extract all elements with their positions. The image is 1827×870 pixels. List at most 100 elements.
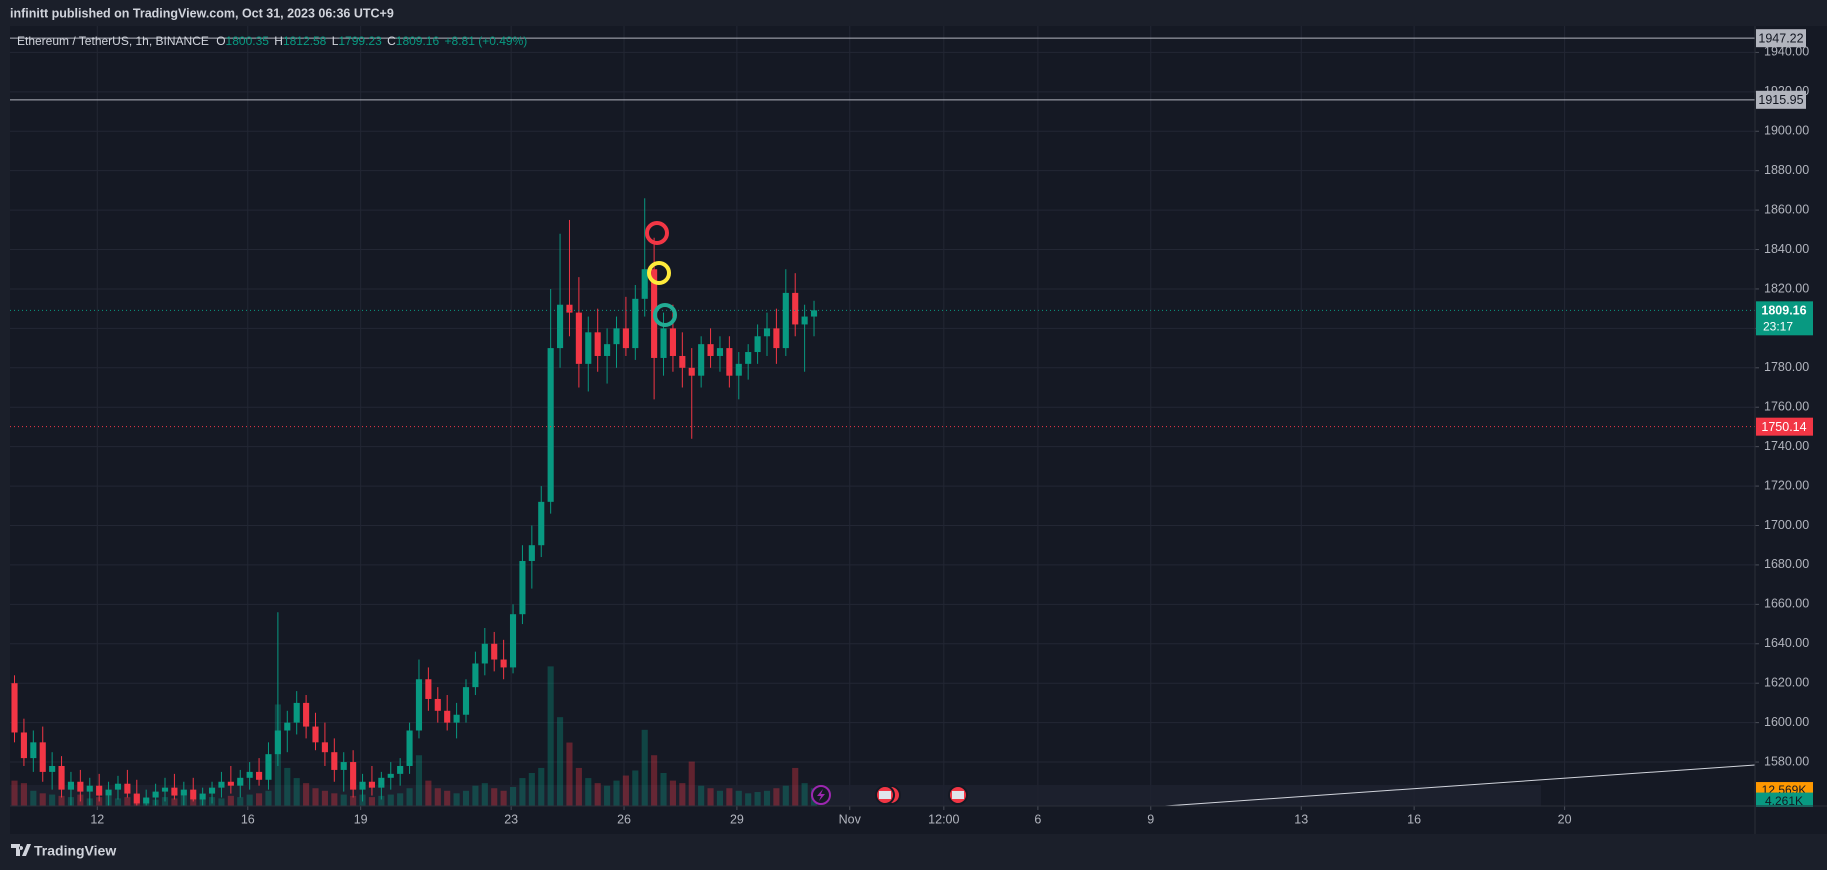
x-tick-label: 16: [241, 812, 255, 826]
y-tick-label: 1880.00: [1764, 163, 1809, 177]
candle-body: [378, 777, 385, 788]
x-tick-label: 29: [730, 812, 744, 826]
legend-label: L: [332, 34, 339, 48]
volume-bar: [575, 767, 582, 806]
volume-bar: [406, 788, 413, 806]
volume-bar: [641, 729, 648, 806]
candle-body: [161, 787, 169, 792]
x-tick-label: 26: [617, 812, 631, 826]
volume-bar: [39, 793, 46, 806]
volume-bar: [509, 786, 517, 806]
y-tick-label: 1860.00: [1764, 202, 1809, 216]
volume-bar: [227, 795, 234, 806]
volume-bar: [726, 788, 733, 806]
candle-body: [472, 663, 479, 688]
volume-bar: [30, 790, 37, 806]
volume-bar: [566, 742, 573, 806]
footer-brand[interactable]: TradingView: [34, 843, 116, 859]
marker-yellow[interactable]: [647, 261, 671, 285]
candle-body: [303, 702, 310, 727]
price-label: 1947.22: [1758, 31, 1803, 45]
volume-bar: [331, 793, 338, 806]
candle-body: [199, 793, 206, 800]
volume-bar: [500, 790, 507, 806]
candle-body: [782, 292, 789, 349]
candle-body: [679, 355, 686, 368]
volume-bar: [387, 794, 394, 806]
legend-value: 1812.58: [283, 34, 327, 48]
candle-body: [632, 298, 639, 349]
volume-bar: [707, 788, 714, 806]
legend-value: 1799.23: [338, 34, 382, 48]
candle-body: [745, 352, 752, 364]
candle-body: [218, 781, 225, 788]
marker-green[interactable]: [653, 303, 677, 327]
candle-body: [227, 781, 234, 786]
volume-bar: [378, 795, 385, 806]
candle-body: [481, 643, 488, 664]
candle-body: [105, 789, 112, 796]
volume-label: 4.261K: [1765, 794, 1803, 808]
candle-body: [340, 762, 347, 770]
candle-body: [716, 348, 724, 356]
price-label: 1915.95: [1758, 93, 1803, 107]
candle-body: [180, 789, 187, 796]
volume-bar: [688, 761, 695, 806]
candle-body: [30, 742, 37, 759]
candle-body: [491, 643, 498, 660]
y-tick-label: 1640.00: [1764, 636, 1809, 650]
volume-bar: [425, 780, 432, 806]
marker-red[interactable]: [645, 221, 669, 245]
candle-body: [500, 659, 507, 668]
event-flag: [879, 791, 891, 799]
candle-body: [114, 783, 122, 790]
candle-body: [387, 773, 394, 778]
price-label-bg: [1756, 29, 1806, 48]
volume-bar: [171, 798, 178, 806]
candle-body: [528, 545, 535, 561]
candle-body: [406, 730, 413, 766]
volume-bar: [11, 780, 18, 806]
candle-body: [274, 730, 281, 755]
candle-body: [265, 754, 272, 780]
volume-bar: [472, 785, 479, 806]
candle-body: [810, 310, 818, 317]
volume-panel: [10, 785, 1541, 806]
volume-bar: [340, 794, 347, 806]
candle-body: [133, 793, 140, 804]
candle-body: [86, 785, 93, 792]
candle-body: [763, 328, 771, 337]
volume-bar: [462, 790, 470, 806]
volume-bar: [303, 783, 310, 806]
volume-bar: [801, 783, 808, 806]
trend-line[interactable]: [1164, 764, 1756, 807]
y-tick-label: 1660.00: [1764, 597, 1809, 611]
volume-bar: [190, 799, 197, 806]
candle-body: [246, 771, 253, 778]
last-price-bg: [1756, 301, 1813, 336]
volume-bar: [679, 783, 686, 806]
candle-body: [444, 710, 451, 723]
volume-bar: [237, 797, 244, 806]
y-tick-label: 1840.00: [1764, 242, 1809, 256]
candle-body: [557, 304, 564, 349]
volume-bar: [96, 797, 103, 806]
legend-label: H: [274, 34, 283, 48]
volume-bar: [538, 767, 545, 806]
candle-body: [96, 785, 103, 796]
volume-label-bg: [1756, 792, 1813, 809]
volume-bar: [792, 767, 799, 806]
candle-body: [208, 787, 216, 794]
legend-value: 1800.35: [226, 34, 270, 48]
candle-body: [67, 781, 75, 790]
time-axis: [10, 806, 1755, 834]
candle-body: [368, 781, 375, 788]
candle-body: [754, 336, 761, 353]
volume-bar: [782, 785, 789, 806]
volume-bar: [415, 755, 423, 806]
candle-body: [613, 328, 620, 345]
volume-bar: [293, 778, 300, 806]
grid: [10, 26, 1755, 806]
candle-body: [773, 328, 780, 349]
x-tick-label: 20: [1558, 812, 1572, 826]
